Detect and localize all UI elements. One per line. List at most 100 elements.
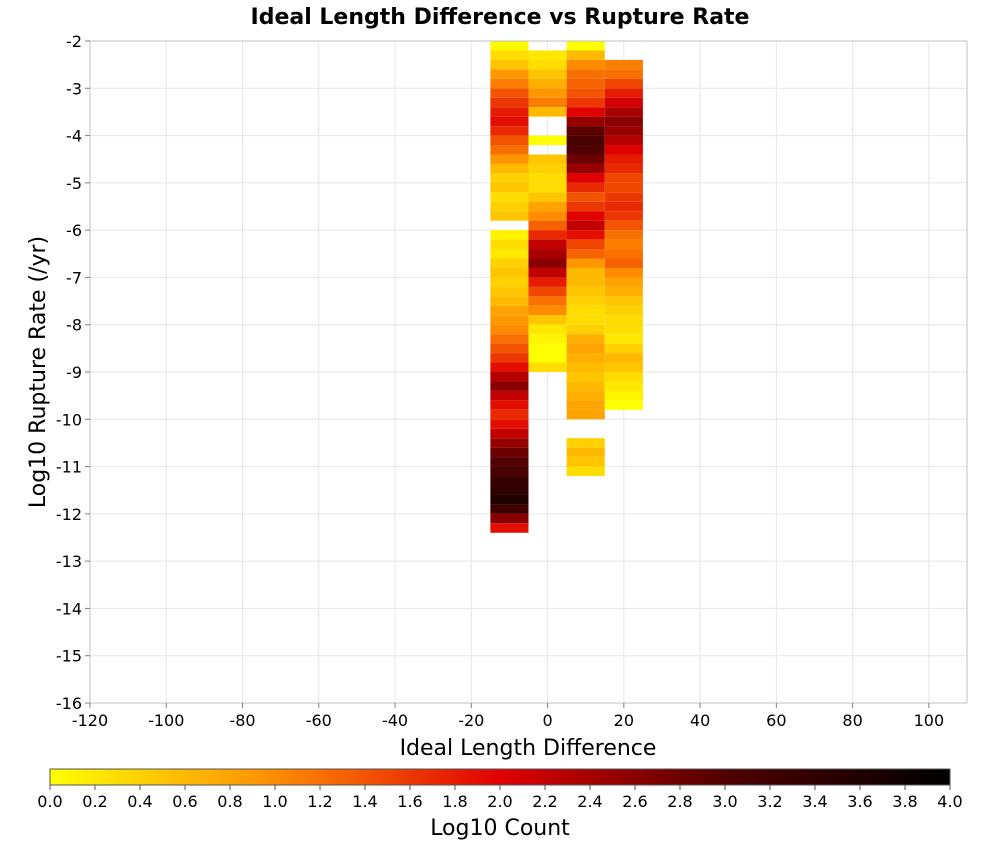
heatmap-cell bbox=[490, 267, 529, 278]
heatmap-cell bbox=[566, 296, 605, 306]
heatmap-cell bbox=[490, 315, 529, 325]
heatmap-cell bbox=[566, 258, 605, 268]
heatmap-cell bbox=[490, 230, 529, 240]
heatmap-cell bbox=[566, 126, 605, 136]
heatmap-cell bbox=[528, 201, 567, 212]
heatmap-cell bbox=[490, 485, 529, 495]
heatmap-cell bbox=[604, 69, 643, 79]
heatmap-cell bbox=[566, 447, 605, 458]
heatmap-cell bbox=[528, 173, 567, 183]
colorbar-tick-label: 0.8 bbox=[217, 792, 242, 811]
heatmap-cell bbox=[490, 59, 529, 70]
heatmap-cell bbox=[566, 201, 605, 212]
heatmap-cell bbox=[490, 419, 529, 429]
y-tick-label: -9 bbox=[66, 363, 82, 382]
heatmap-cell bbox=[604, 211, 643, 221]
y-tick-label: -6 bbox=[66, 221, 82, 240]
heatmap-cell bbox=[604, 192, 643, 202]
heatmap-cell bbox=[490, 457, 529, 467]
heatmap-cell bbox=[604, 173, 643, 183]
heatmap-cell bbox=[528, 267, 567, 278]
x-tick-label: -20 bbox=[458, 711, 484, 730]
x-tick-label: 40 bbox=[690, 711, 710, 730]
colorbar-tick-label: 4.0 bbox=[937, 792, 962, 811]
heatmap-cell bbox=[566, 277, 605, 287]
heatmap-cell bbox=[490, 409, 529, 420]
heatmap-cell bbox=[528, 239, 567, 250]
heatmap-cell bbox=[604, 258, 643, 268]
heatmap-cell bbox=[566, 211, 605, 221]
heatmap-cell bbox=[566, 192, 605, 202]
heatmap-cell bbox=[490, 173, 529, 183]
heatmap-cell bbox=[566, 249, 605, 259]
y-tick-label: -15 bbox=[56, 647, 82, 666]
heatmap-cell bbox=[566, 69, 605, 79]
heatmap-cell bbox=[528, 135, 567, 146]
heatmap-cell bbox=[604, 59, 643, 70]
heatmap-cell bbox=[604, 145, 643, 155]
heatmap-cell bbox=[604, 126, 643, 136]
y-tick-label: -8 bbox=[66, 316, 82, 335]
colorbar-tick-label: 0.4 bbox=[127, 792, 152, 811]
colorbar-tick-label: 2.8 bbox=[667, 792, 692, 811]
heatmap-cell bbox=[566, 97, 605, 108]
heatmap-cell bbox=[604, 230, 643, 240]
heatmap-cell bbox=[528, 353, 567, 363]
heatmap-cell bbox=[604, 154, 643, 164]
heatmap-cell bbox=[490, 258, 529, 268]
x-tick-label: -60 bbox=[306, 711, 332, 730]
heatmap-cell bbox=[528, 362, 567, 372]
heatmap-cell bbox=[604, 239, 643, 250]
x-tick-label: 100 bbox=[914, 711, 945, 730]
heatmap-cell bbox=[528, 305, 567, 316]
heatmap-cell bbox=[566, 353, 605, 363]
heatmap-cell bbox=[490, 50, 529, 60]
x-tick-label: 0 bbox=[542, 711, 552, 730]
heatmap-cell bbox=[490, 447, 529, 458]
heatmap-cell bbox=[490, 154, 529, 164]
heatmap-cell bbox=[528, 286, 567, 297]
heatmap-cell bbox=[566, 343, 605, 354]
heatmap-cell bbox=[566, 116, 605, 127]
heatmap-cell bbox=[566, 305, 605, 316]
y-tick-label: -3 bbox=[66, 79, 82, 98]
heatmap-cell bbox=[490, 145, 529, 155]
x-tick-label: 20 bbox=[614, 711, 634, 730]
heatmap-cell bbox=[566, 457, 605, 467]
heatmap-cell bbox=[528, 258, 567, 268]
heatmap-cell bbox=[490, 211, 529, 221]
heatmap-cell bbox=[604, 107, 643, 117]
heatmap-cell bbox=[604, 135, 643, 146]
heatmap-cell bbox=[566, 230, 605, 240]
heatmap-cell bbox=[604, 201, 643, 212]
heatmap-cell bbox=[490, 523, 529, 533]
heatmap-cell bbox=[604, 88, 643, 98]
heatmap-cell bbox=[604, 277, 643, 287]
x-axis-ticks: -120 -100 -80 -60 -40 -20 0 20 40 60 80 100 bbox=[72, 703, 944, 730]
heatmap-cell bbox=[566, 154, 605, 164]
heatmap-cell bbox=[490, 277, 529, 287]
heatmap-cell bbox=[490, 41, 529, 51]
heatmap-cell bbox=[490, 88, 529, 98]
colorbar-tick-label: 3.8 bbox=[892, 792, 917, 811]
heatmap-cell bbox=[566, 286, 605, 297]
heatmap-cell bbox=[490, 428, 529, 439]
colorbar-tick-label: 3.4 bbox=[802, 792, 827, 811]
heatmap-cell bbox=[490, 201, 529, 212]
y-tick-label: -13 bbox=[56, 552, 82, 571]
heatmap-cell bbox=[490, 286, 529, 297]
heatmap-cell bbox=[566, 267, 605, 278]
heatmap-cell bbox=[490, 438, 529, 448]
x-tick-label: -80 bbox=[229, 711, 255, 730]
colorbar-tick-label: 1.8 bbox=[442, 792, 467, 811]
colorbar-tick-label: 2.0 bbox=[487, 792, 512, 811]
y-tick-label: -11 bbox=[56, 458, 82, 477]
chart-title: Ideal Length Difference vs Rupture Rate bbox=[251, 5, 750, 30]
heatmap-cell bbox=[604, 334, 643, 344]
heatmap-cell bbox=[528, 192, 567, 202]
y-tick-label: -12 bbox=[56, 505, 82, 524]
heatmap-cell bbox=[566, 315, 605, 325]
heatmap-cell bbox=[604, 163, 643, 174]
heatmap-cell bbox=[490, 192, 529, 202]
heatmap-cell bbox=[566, 107, 605, 117]
